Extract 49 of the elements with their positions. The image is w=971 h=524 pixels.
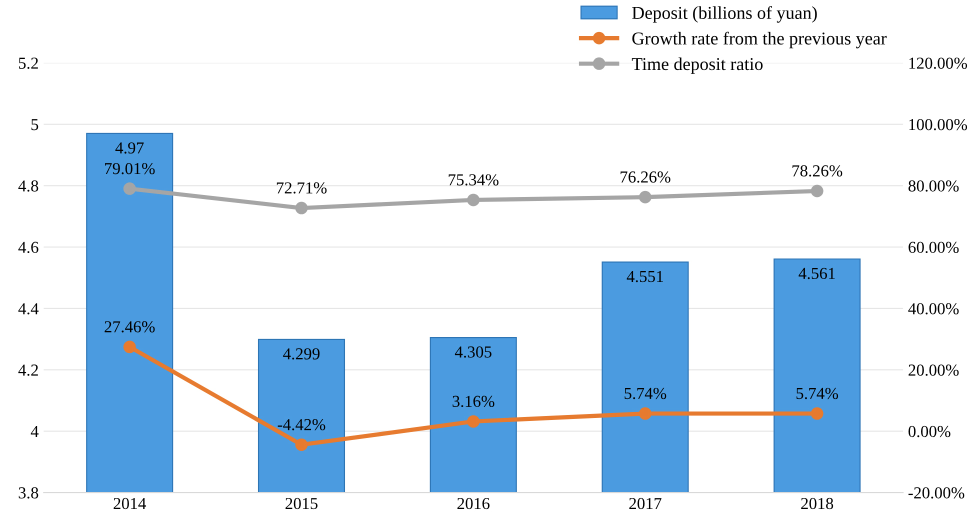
x-tick-label: 2018 <box>801 498 834 510</box>
x-tick-label: 2014 <box>114 498 146 510</box>
legend-label: Growth rate from the previous year <box>632 32 887 48</box>
data-label: 4.551 <box>626 270 663 282</box>
y-tick-label: 3.8 <box>18 487 38 499</box>
y-tick-label: 4.2 <box>18 364 38 376</box>
x-tick-label: 2017 <box>629 498 662 510</box>
y-tick-label: 4 <box>30 426 39 437</box>
data-label: 72.71% <box>276 182 327 194</box>
data-label: 27.46% <box>104 321 155 332</box>
point <box>638 190 652 204</box>
y2-tick-label: 80.00% <box>908 180 959 192</box>
y2-tick-label: 40.00% <box>908 303 959 314</box>
y-tick-label: 5 <box>31 119 38 130</box>
point <box>467 194 480 206</box>
point <box>123 340 136 354</box>
point <box>295 202 308 214</box>
data-label: 4.561 <box>798 268 835 280</box>
point <box>295 438 308 451</box>
data-label: 75.34% <box>448 174 498 186</box>
legend-label: Time deposit ratio <box>632 57 763 74</box>
point <box>638 407 652 420</box>
y2-tick-label: 120.00% <box>909 58 968 69</box>
data-label: 5.74% <box>624 388 666 400</box>
data-label: 79.01% <box>105 162 155 174</box>
legend-label: Deposit (billions of yuan) <box>632 6 817 23</box>
point <box>467 415 480 428</box>
data-label: 76.26% <box>620 171 670 183</box>
y-tick-label: 4.4 <box>18 303 39 314</box>
data-label: 4.299 <box>283 348 320 360</box>
y-tick-label: 4.6 <box>18 242 38 254</box>
y2-tick-label: 100.00% <box>909 118 968 130</box>
data-label: -4.42% <box>278 419 326 430</box>
data-label: 78.26% <box>792 165 842 177</box>
point <box>123 182 136 195</box>
x-tick-label: 2015 <box>286 498 318 510</box>
data-label: 4.305 <box>454 346 492 358</box>
y2-tick-label: 20.00% <box>908 364 959 376</box>
y2-tick-label: 60.00% <box>908 242 959 254</box>
y2-tick-label: -20.00% <box>908 487 964 499</box>
data-label: 4.97 <box>115 142 144 154</box>
data-label: 3.16% <box>452 396 494 408</box>
data-label: 5.74% <box>796 388 838 400</box>
point <box>810 407 824 420</box>
x-tick-label: 2016 <box>457 498 490 510</box>
y2-tick-label: 0.00% <box>908 426 950 438</box>
point <box>810 184 824 198</box>
y-tick-label: 4.8 <box>18 180 38 192</box>
y-tick-label: 5.2 <box>18 58 38 69</box>
